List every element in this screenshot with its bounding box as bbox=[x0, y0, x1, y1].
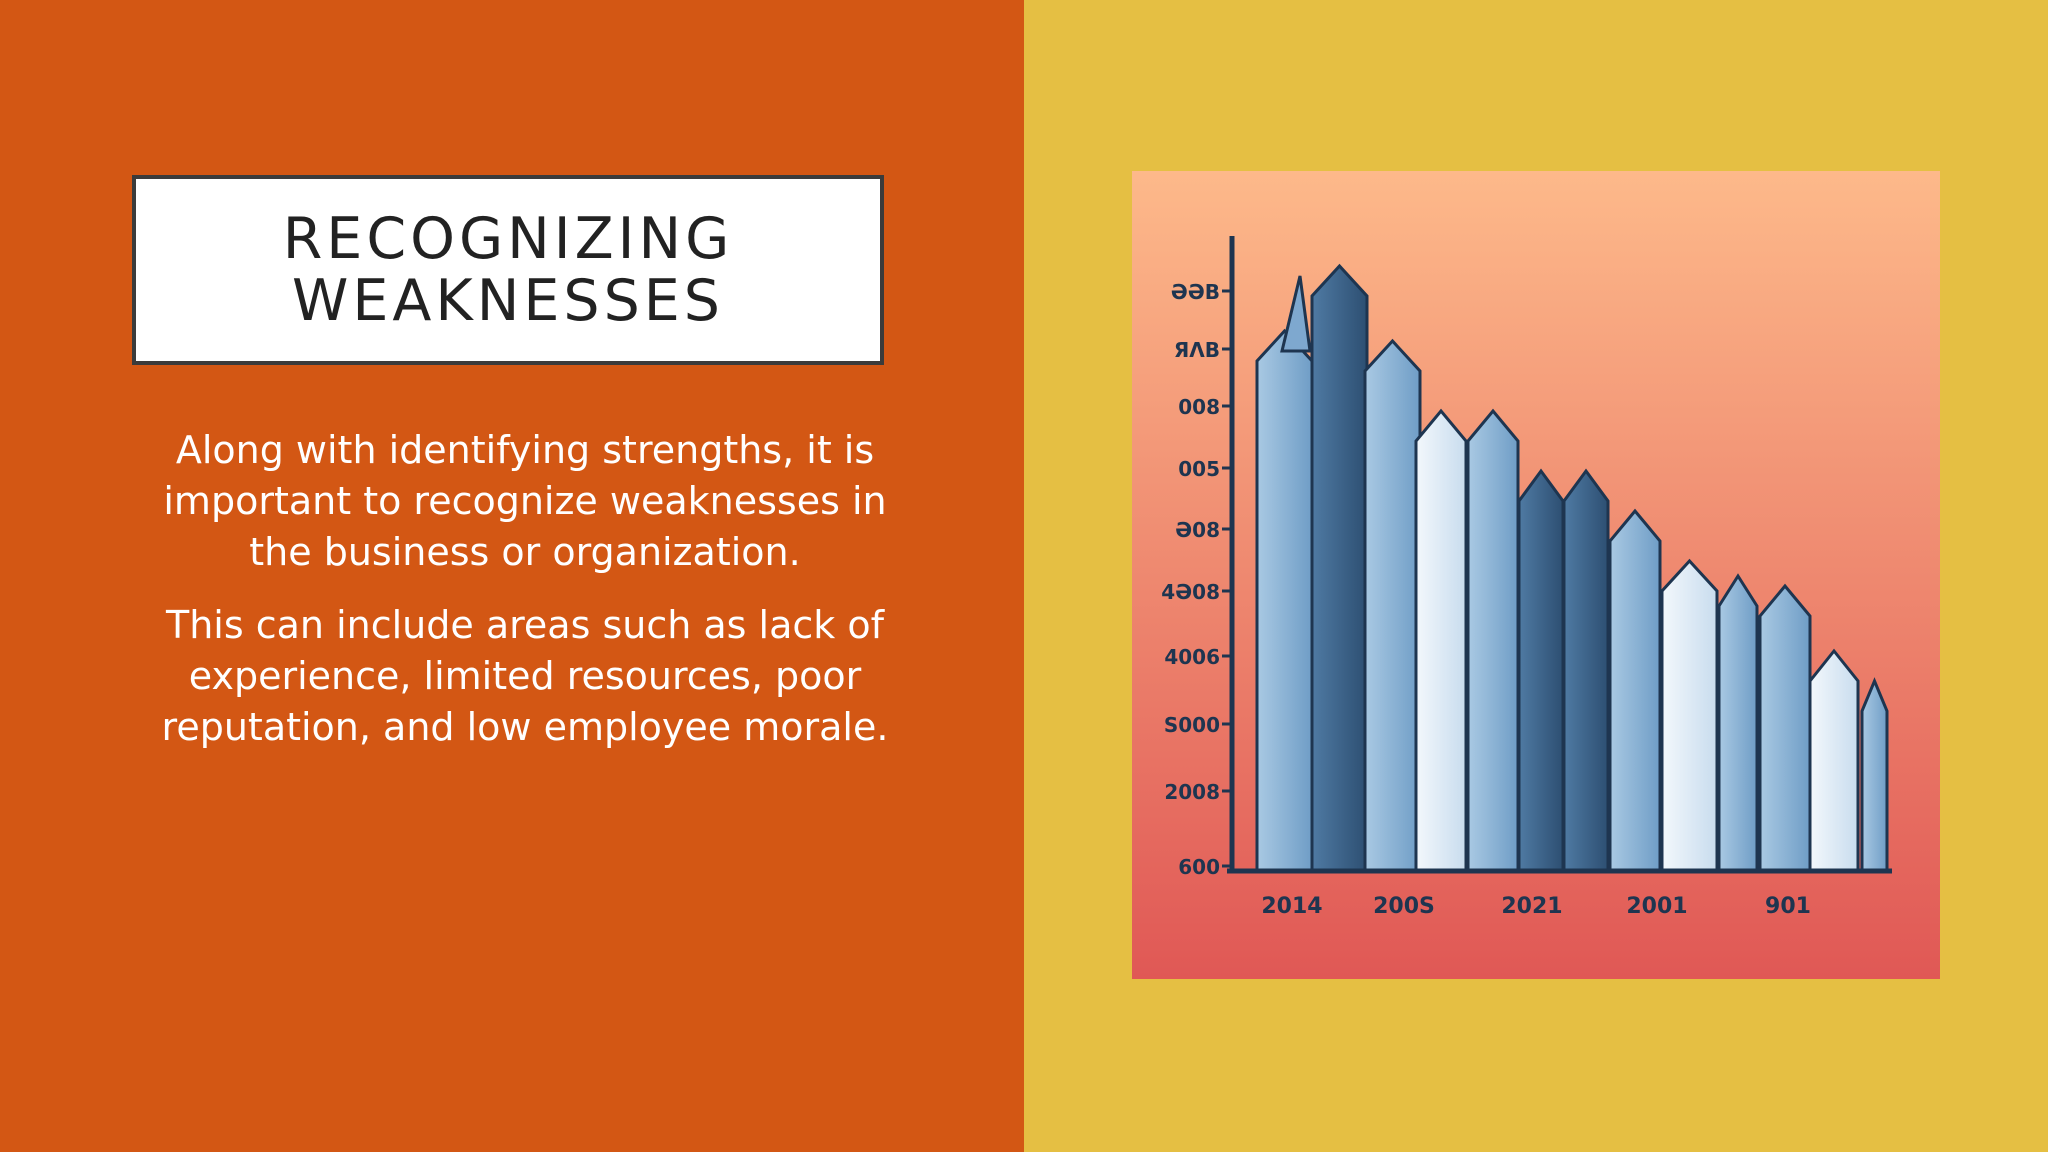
y-tick-label: S000 bbox=[1164, 713, 1220, 737]
chart-illustration: ƏƏB ЯΛΒ 008 005 Ə08 4Ə08 4006 S000 2008 600 2014 2… bbox=[1132, 171, 1940, 979]
chart-bar bbox=[1608, 508, 1662, 873]
x-tick-label: 901 bbox=[1765, 894, 1811, 919]
y-tick-label: 2008 bbox=[1164, 780, 1220, 804]
chart-bar bbox=[1363, 338, 1422, 873]
x-tick-label: 2001 bbox=[1626, 894, 1687, 919]
chart-bar bbox=[1255, 328, 1314, 873]
y-tick-label: 008 bbox=[1178, 395, 1220, 419]
chart-bar bbox=[1562, 468, 1610, 873]
slide-title: RECOGNIZING WEAKNESSES bbox=[283, 208, 734, 332]
title-line-1: RECOGNIZING bbox=[282, 206, 734, 272]
chart-bar bbox=[1310, 263, 1369, 873]
chart-bar bbox=[1466, 408, 1520, 873]
y-tick-label: 4Ə08 bbox=[1161, 580, 1220, 604]
y-tick-label: 005 bbox=[1178, 457, 1220, 481]
x-tick-label: 200S bbox=[1373, 894, 1435, 919]
chart-bar bbox=[1517, 468, 1565, 873]
chart-bar bbox=[1808, 648, 1860, 873]
chart-bar bbox=[1860, 677, 1889, 873]
y-tick-label: Ə08 bbox=[1175, 518, 1220, 542]
x-tick-label: 2014 bbox=[1261, 894, 1322, 919]
y-tick-label: ƏƏB bbox=[1171, 280, 1220, 304]
title-line-2: WEAKNESSES bbox=[292, 268, 724, 334]
paragraph-2: This can include areas such as lack of e… bbox=[161, 603, 889, 749]
y-tick-label: 600 bbox=[1178, 855, 1220, 879]
y-tick-label: 4006 bbox=[1164, 645, 1220, 669]
chart-bar bbox=[1414, 408, 1468, 873]
x-tick-label: 2021 bbox=[1501, 894, 1562, 919]
body-text: Along with identifying strengths, it is … bbox=[140, 425, 910, 775]
left-panel: RECOGNIZING WEAKNESSES Along with identi… bbox=[0, 0, 1024, 1152]
title-box: RECOGNIZING WEAKNESSES bbox=[132, 175, 884, 365]
chart-bar bbox=[1717, 573, 1759, 873]
chart-bar bbox=[1758, 583, 1812, 873]
y-tick-label: ЯΛΒ bbox=[1174, 338, 1220, 362]
chart-bar bbox=[1660, 558, 1719, 873]
chart-bar-spike bbox=[1280, 275, 1312, 353]
paragraph-1: Along with identifying strengths, it is … bbox=[163, 428, 887, 574]
